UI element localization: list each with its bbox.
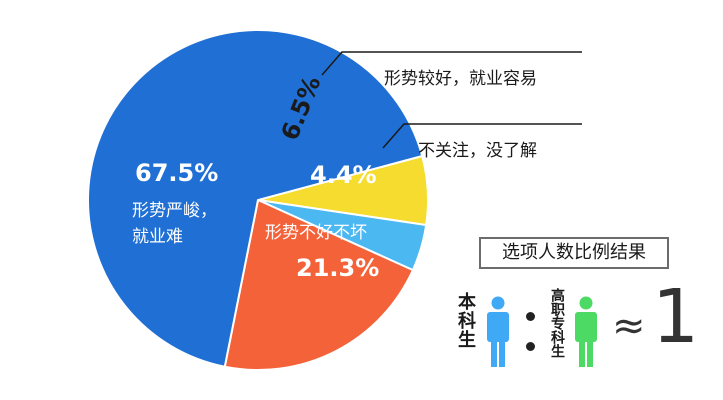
good-leader-line [321, 51, 582, 76]
vocational-person-icon [575, 296, 597, 367]
pie-slice-neutral [223, 198, 415, 371]
undergrad-label: 本科生 [455, 292, 476, 349]
pie-slice-severe [87, 29, 424, 368]
ratio-value: 1 [652, 274, 700, 360]
unconcerned-leader-line [382, 123, 582, 149]
ratio-colon [526, 306, 536, 358]
legend-title: 选项人数比例结果 [479, 237, 669, 269]
unconcerned-pct-label: 4.4% [310, 161, 377, 189]
vocational-label: 高职专科生 [549, 288, 565, 358]
severe-name-line2: 就业难 [132, 227, 183, 247]
unconcerned-callout-text: 不关注，没了解 [418, 141, 537, 161]
neutral-name-label: 形势不好不坏 [265, 223, 367, 243]
pie-slices [87, 29, 429, 371]
undergrad-person-icon [487, 296, 509, 367]
approx-symbol: ≈ [612, 303, 646, 349]
good-callout-text: 形势较好，就业容易 [384, 69, 537, 89]
neutral-pct-label: 21.3% [296, 254, 379, 282]
severe-name-line1: 形势严峻， [132, 201, 217, 221]
severe-pct-label: 67.5% [135, 159, 218, 187]
